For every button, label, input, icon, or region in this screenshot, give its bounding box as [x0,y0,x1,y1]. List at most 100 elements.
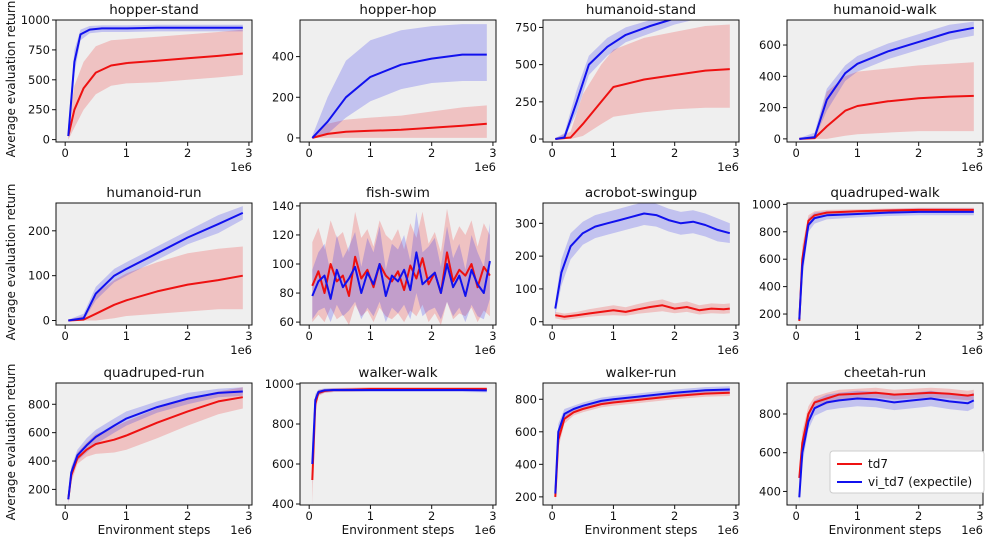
plot-area [311,387,487,504]
series-line-vi-td7 [68,211,244,322]
plot-area [799,21,974,140]
x-tick-label: 1 [367,509,374,523]
x-tick-label: 1 [854,146,861,160]
y-tick-label: 120 [272,228,294,242]
panel-title: acrobot-swingup [585,185,697,201]
x-axis-label: Environment steps [585,523,698,537]
panel-title: quadruped-run [103,365,204,381]
panel-humanoid-walk: 0 1 2 3 0 200 400 600 humanoid-walk 1e6 [759,2,984,174]
legend-label-vi-td7: vi_td7 (expectile) [868,475,972,489]
band-td7 [312,208,490,325]
panel-walker-run: 0 1 2 3 200 400 600 800 walker-run 1e6 Environment… [515,365,740,537]
panel-frame [55,202,253,326]
y-tick-label: 200 [272,90,294,104]
panel-background [300,203,496,325]
y-tick-label: 800 [515,392,537,406]
panel-acrobot-swingup: 0 1 2 3 0 100 200 300 acrobot-swingup 1e6 [515,185,740,357]
x-tick-label: 0 [549,329,556,343]
panel-frame [299,382,497,506]
band-vi-td7 [555,203,730,316]
panel-humanoid-run: 0 1 2 3 0 100 200 humanoid-run 1e6 [28,185,253,357]
series-line-vi-td7 [311,389,487,465]
panel-fish-swim: 0 1 2 3 60 80 100 120 140 fish-swim 1e6 [272,185,497,357]
y-tick-label: 300 [515,216,537,230]
x-tick-label: 2 [671,329,678,343]
series-line-td7 [554,391,730,497]
band-td7 [68,387,243,504]
x-tick-label: 3 [976,329,983,343]
band-td7 [799,387,974,488]
y-tick-label: 800 [272,417,294,431]
series-line-vi-td7 [798,397,975,498]
x-tick-label: 2 [915,146,922,160]
y-tick-label: 400 [759,280,781,294]
legend-frame [829,450,985,494]
y-tick-label: 800 [28,397,50,411]
y-tick-label: 250 [515,95,537,109]
x-tick-label: 3 [489,329,496,343]
panel-title: humanoid-run [106,185,201,201]
y-tick-label: 80 [279,286,294,300]
y-tick-label: 1000 [265,377,294,391]
x-multiplier: 1e6 [961,523,983,537]
x-tick-label: 1 [610,329,617,343]
x-tick-label: 0 [306,509,313,523]
panel-title: quadruped-walk [830,185,939,201]
x-tick-label: 0 [62,509,69,523]
x-tick-label: 3 [732,329,739,343]
x-multiplier: 1e6 [230,523,252,537]
y-tick-label: 600 [272,457,294,471]
x-tick-label: 3 [245,146,252,160]
series-line-vi-td7 [311,251,491,300]
plot-area [798,387,975,504]
y-tick-label: 400 [759,484,781,498]
panel-hopper-stand: 0 1 2 3 0 250 500 750 1000 hopper-stand 1e6 [21,2,253,174]
y-tick-label: 60 [279,315,294,329]
panel-hopper-hop: 0 1 2 3 0 200 400 hopper-hop 1e6 [272,2,497,174]
series-line-vi-td7 [798,210,974,320]
series-line-vi-td7 [311,53,487,139]
band-td7 [555,299,730,321]
x-tick-label: 2 [184,329,191,343]
y-tick-label: 200 [759,101,781,115]
panel-title: hopper-stand [109,2,199,18]
x-tick-label: 3 [245,329,252,343]
x-tick-label: 3 [489,146,496,160]
x-tick-label: 2 [671,509,678,523]
x-tick-label: 1 [367,146,374,160]
panel-title: humanoid-walk [833,2,937,18]
y-tick-label: 100 [272,257,294,271]
panel-frame [299,19,497,143]
panel-background [300,383,496,505]
plot-area [555,20,730,140]
x-multiplier: 1e6 [961,343,983,357]
y-tick-label: 0 [530,315,537,329]
y-tick-label: 800 [759,407,781,421]
x-tick-label: 1 [610,509,617,523]
legend: td7 vi_td7 (expectile) [829,450,985,494]
y-tick-label: 600 [28,426,50,440]
plot-area [311,208,491,325]
y-tick-label: 600 [759,446,781,460]
legend-label-td7: td7 [868,457,888,471]
x-tick-label: 3 [489,509,496,523]
plot-area [311,24,487,139]
panel-quadruped-run: 0 1 2 3 200 400 600 800 quadruped-run 1e6 Environm… [28,365,253,537]
series-line-td7 [555,68,730,140]
band-vi-td7 [799,208,974,324]
x-tick-label: 2 [428,329,435,343]
y-tick-label: 750 [28,43,50,57]
y-tick-label: 250 [28,103,50,117]
plot-area [67,24,243,140]
series-line-td7 [68,274,243,322]
band-vi-td7 [68,206,243,321]
series-line-vi-td7 [555,20,674,140]
x-multiplier: 1e6 [474,160,496,174]
x-multiplier: 1e6 [717,343,739,357]
series-line-td7 [555,304,730,318]
series-line-vi-td7 [799,26,974,140]
panel-title: walker-run [606,365,677,381]
panel-frame [542,19,740,143]
ylabel-row-2: Average evaluation return [4,184,18,341]
